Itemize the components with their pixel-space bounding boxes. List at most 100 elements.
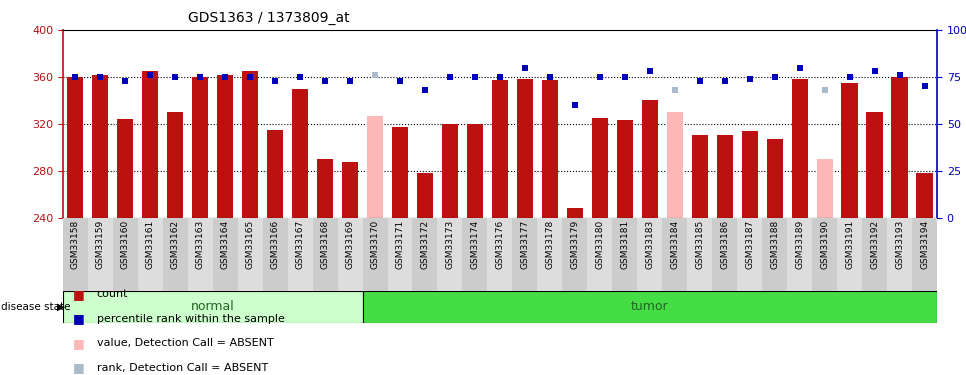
Text: GSM33163: GSM33163 — [196, 220, 205, 269]
Bar — [667, 112, 683, 218]
Point — [842, 74, 858, 80]
Bar — [138, 217, 162, 291]
Bar — [537, 217, 562, 291]
Text: GSM33177: GSM33177 — [521, 220, 529, 269]
Bar — [362, 217, 387, 291]
Point — [167, 74, 183, 80]
Bar — [838, 217, 862, 291]
Text: ■: ■ — [72, 312, 84, 325]
Text: GSM33180: GSM33180 — [595, 220, 605, 269]
Point — [517, 64, 532, 70]
Point — [217, 74, 233, 80]
Text: GSM33191: GSM33191 — [845, 220, 854, 269]
Bar — [92, 75, 108, 217]
Point — [293, 74, 308, 80]
Text: GSM33164: GSM33164 — [220, 220, 230, 269]
Bar — [762, 217, 787, 291]
Text: GSM33165: GSM33165 — [245, 220, 255, 269]
Bar — [288, 217, 313, 291]
Bar — [787, 217, 812, 291]
Bar — [712, 217, 737, 291]
Bar — [742, 131, 757, 218]
Point — [392, 78, 408, 84]
Point — [542, 74, 557, 80]
Bar — [663, 217, 687, 291]
Point — [118, 78, 133, 84]
Text: ■: ■ — [72, 337, 84, 350]
Point — [268, 78, 283, 84]
Text: GSM33169: GSM33169 — [346, 220, 355, 269]
Bar — [512, 217, 537, 291]
Bar — [263, 217, 288, 291]
Bar — [616, 120, 633, 218]
Bar — [592, 118, 608, 218]
Text: tumor: tumor — [631, 300, 668, 313]
Text: GSM33185: GSM33185 — [696, 220, 704, 269]
Text: GSM33167: GSM33167 — [296, 220, 304, 269]
Point — [567, 102, 582, 108]
Bar — [791, 79, 808, 218]
Bar — [213, 217, 238, 291]
Text: GSM33170: GSM33170 — [371, 220, 380, 269]
Bar — [517, 79, 533, 218]
Bar — [441, 124, 458, 218]
Bar — [63, 217, 88, 291]
Text: GSM33173: GSM33173 — [445, 220, 454, 269]
Point — [342, 78, 357, 84]
Bar — [238, 217, 263, 291]
Point — [767, 74, 782, 80]
Bar — [717, 135, 733, 218]
Point — [692, 78, 707, 84]
Text: GSM33187: GSM33187 — [745, 220, 754, 269]
Bar — [167, 112, 184, 218]
Bar — [362, 291, 937, 322]
Bar — [892, 77, 908, 218]
Text: GSM33186: GSM33186 — [721, 220, 729, 269]
Bar — [692, 135, 708, 218]
Text: rank, Detection Call = ABSENT: rank, Detection Call = ABSENT — [97, 363, 268, 372]
Text: GSM33184: GSM33184 — [670, 220, 679, 269]
Bar — [816, 159, 833, 218]
Bar — [142, 71, 158, 217]
Point — [192, 74, 208, 80]
Point — [143, 72, 158, 78]
Bar — [488, 217, 512, 291]
Bar — [641, 100, 658, 218]
Bar — [612, 217, 638, 291]
Point — [792, 64, 808, 70]
Bar — [113, 217, 138, 291]
Bar — [242, 71, 258, 217]
Bar — [88, 217, 113, 291]
Text: GSM33159: GSM33159 — [96, 220, 104, 269]
Bar — [917, 173, 932, 217]
Bar — [841, 83, 858, 218]
Point — [417, 87, 433, 93]
Bar — [492, 80, 508, 218]
Bar — [313, 217, 337, 291]
Text: GSM33160: GSM33160 — [121, 220, 129, 269]
Bar — [292, 88, 308, 218]
Text: ▶: ▶ — [57, 302, 65, 312]
Text: GSM33161: GSM33161 — [146, 220, 155, 269]
Point — [592, 74, 608, 80]
Text: GSM33174: GSM33174 — [470, 220, 479, 269]
Bar — [412, 217, 438, 291]
Text: GSM33179: GSM33179 — [570, 220, 580, 269]
Bar — [542, 80, 558, 218]
Bar — [737, 217, 762, 291]
Bar — [367, 116, 384, 218]
Text: GSM33172: GSM33172 — [420, 220, 430, 269]
Bar — [767, 139, 782, 218]
Bar — [342, 162, 358, 218]
Bar — [438, 217, 463, 291]
Bar — [187, 217, 213, 291]
Text: GSM33189: GSM33189 — [795, 220, 804, 269]
Text: GSM33158: GSM33158 — [71, 220, 80, 269]
Bar — [867, 112, 883, 218]
Text: GSM33190: GSM33190 — [820, 220, 829, 269]
Bar — [638, 217, 663, 291]
Bar — [387, 217, 412, 291]
Text: GSM33194: GSM33194 — [920, 220, 929, 269]
Bar — [417, 173, 433, 217]
Bar — [587, 217, 612, 291]
